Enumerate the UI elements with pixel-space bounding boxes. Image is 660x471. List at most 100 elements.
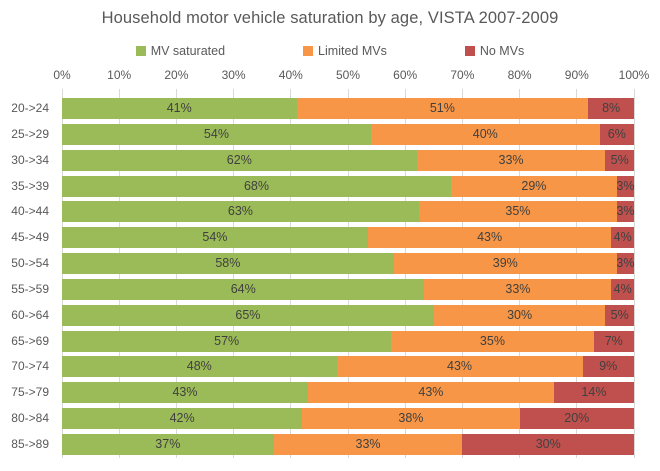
bar-segment-mv-saturated: 54% <box>62 227 368 249</box>
data-label: 51% <box>429 101 455 115</box>
data-label: 3% <box>616 256 635 271</box>
data-label: 38% <box>398 411 424 426</box>
stacked-bar: 62% 33% 5% <box>62 149 634 171</box>
chart-title: Household motor vehicle saturation by ag… <box>101 9 559 27</box>
data-label: 29% <box>521 178 547 193</box>
bar-segment-limited-mvs: 29% <box>450 175 617 197</box>
bar-segment-limited-mvs: 33% <box>273 433 463 455</box>
category-label: 85->89 <box>11 436 49 451</box>
bar-segment-mv-saturated: 64% <box>62 278 425 300</box>
bar-row: 60->64 65% 30% 5% <box>0 304 660 326</box>
bar-segment-limited-mvs: 43% <box>367 227 612 249</box>
stacked-bar: 64% 33% 4% <box>62 278 634 300</box>
stacked-bar: 48% 43% 9% <box>62 356 634 378</box>
bar-segment-limited-mvs: 43% <box>307 382 554 404</box>
bar-segment-mv-saturated: 57% <box>62 330 392 352</box>
data-label: 30% <box>507 307 533 322</box>
data-label: 30% <box>535 436 561 451</box>
data-label: 9% <box>599 359 618 374</box>
bar-row: 25->29 54% 40% 6% <box>0 123 660 145</box>
category-label: 60->64 <box>11 307 49 322</box>
bar-row: 80->84 42% 38% 20% <box>0 408 660 430</box>
data-label: 37% <box>155 436 181 451</box>
category-label: 50->54 <box>11 256 49 271</box>
bar-row: 30->34 62% 33% 5% <box>0 149 660 171</box>
stacked-bar: 43% 43% 14% <box>62 382 634 404</box>
bar-segment-limited-mvs: 38% <box>302 408 520 430</box>
bar-segment-mv-saturated: 58% <box>62 253 394 275</box>
bar-segment-limited-mvs: 33% <box>416 149 606 171</box>
bar-segment-mv-saturated: 62% <box>62 149 417 171</box>
bar-row: 75->79 43% 43% 14% <box>0 382 660 404</box>
legend: MV saturated Limited MVs No MVs <box>0 44 660 58</box>
data-label: 54% <box>203 126 229 141</box>
bar-segment-mv-saturated: 65% <box>62 304 434 326</box>
data-label: 40% <box>472 126 498 141</box>
data-label: 5% <box>610 152 629 167</box>
data-label: 3% <box>616 178 635 193</box>
data-label: 43% <box>172 385 198 400</box>
x-axis-tick-label: 80% <box>507 68 532 82</box>
category-label: 75->79 <box>11 385 49 400</box>
category-label: 25->29 <box>11 126 49 141</box>
x-axis-tick-label: 20% <box>164 68 189 82</box>
data-label: 7% <box>604 333 623 348</box>
gridline <box>633 89 635 458</box>
data-label: 35% <box>505 204 531 219</box>
category-label: 80->84 <box>11 411 49 426</box>
x-axis-tick-label: 30% <box>221 68 246 82</box>
x-axis-tick-label: 70% <box>450 68 475 82</box>
bar-segment-no-mvs: 8% <box>588 98 634 119</box>
data-label: 43% <box>418 385 444 400</box>
legend-label: No MVs <box>479 44 525 58</box>
data-label: 43% <box>447 359 473 374</box>
bar-segment-limited-mvs: 35% <box>391 330 594 352</box>
bar-segment-limited-mvs: 51% <box>296 98 589 119</box>
bar-row: 65->69 57% 35% 7% <box>0 330 660 352</box>
category-label: 55->59 <box>11 281 49 296</box>
bar-segment-mv-saturated: 48% <box>62 356 337 378</box>
stacked-bar: 68% 29% 3% <box>62 175 635 197</box>
x-axis-tick-label: 10% <box>107 68 132 82</box>
bar-segment-no-mvs: 4% <box>611 227 635 249</box>
x-axis-tick-label: 90% <box>564 68 589 82</box>
data-label: 5% <box>610 307 629 322</box>
bar-row: 85->89 37% 33% 30% <box>0 433 660 455</box>
bar-segment-no-mvs: 5% <box>605 149 634 171</box>
bar-segment-no-mvs: 7% <box>593 330 634 352</box>
bar-segment-limited-mvs: 35% <box>418 201 618 223</box>
stacked-bar: 65% 30% 5% <box>62 304 634 326</box>
bar-segment-mv-saturated: 37% <box>62 433 274 455</box>
data-label: 8% <box>602 101 621 115</box>
legend-label: Limited MVs <box>318 44 387 58</box>
stacked-bar: 57% 35% 7% <box>62 330 634 352</box>
legend-swatch-icon <box>303 46 314 56</box>
category-label: 20->24 <box>11 101 49 115</box>
bar-row: 45->49 54% 43% 4% <box>0 227 660 249</box>
legend-swatch-icon <box>135 46 146 56</box>
data-label: 41% <box>166 101 192 115</box>
data-label: 33% <box>355 436 381 451</box>
data-label: 63% <box>227 204 253 219</box>
bar-segment-limited-mvs: 33% <box>424 278 612 300</box>
stacked-bar: 54% 40% 6% <box>62 123 634 145</box>
bar-segment-no-mvs: 3% <box>616 175 635 197</box>
stacked-bar: 42% 38% 20% <box>62 408 634 430</box>
data-label: 14% <box>581 385 607 400</box>
bar-segment-mv-saturated: 63% <box>62 201 419 223</box>
data-label: 39% <box>492 256 518 271</box>
x-axis-tick-label: 100% <box>618 68 650 82</box>
data-label: 4% <box>613 230 632 245</box>
data-label: 20% <box>564 411 590 426</box>
data-label: 43% <box>477 230 503 245</box>
bar-segment-mv-saturated: 54% <box>62 123 371 145</box>
legend-label: MV saturated <box>150 44 226 58</box>
legend-item-no-mvs: No MVs <box>464 44 525 58</box>
bar-segment-mv-saturated: 43% <box>62 382 308 404</box>
bar-segment-limited-mvs: 43% <box>336 356 583 378</box>
category-label: 45->49 <box>11 230 49 245</box>
bar-segment-limited-mvs: 40% <box>370 123 600 145</box>
category-label: 70->74 <box>11 359 49 374</box>
category-label: 30->34 <box>11 152 49 167</box>
